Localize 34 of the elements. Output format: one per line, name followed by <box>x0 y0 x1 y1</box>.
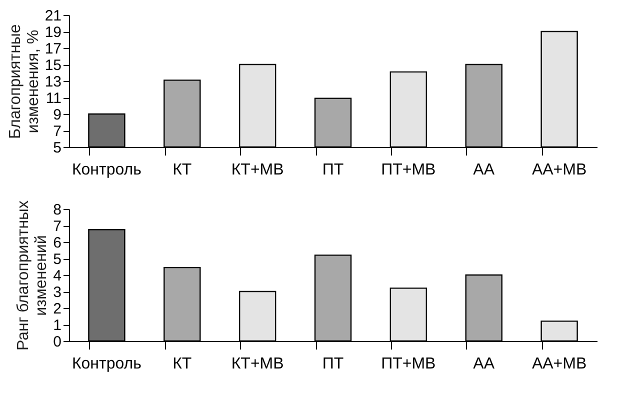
x-tick-label: КТ <box>172 162 192 178</box>
x-tick-label: АА+МВ <box>532 356 587 372</box>
y-tick-label: 5 <box>53 251 62 268</box>
x-tick-label: АА <box>473 356 495 372</box>
y-tick-label: 21 <box>44 8 62 24</box>
x-tick-label: КТ+МВ <box>231 356 284 372</box>
y-tick-label: 7 <box>53 123 62 140</box>
x-tick-label: АА <box>473 162 495 178</box>
y-tick-label: 11 <box>46 90 62 107</box>
x-tick-label: ПТ+МВ <box>381 356 436 372</box>
y-tick-label: 1 <box>53 317 62 334</box>
y-tick-label: 4 <box>53 268 62 284</box>
x-tick-label: КТ <box>172 356 192 372</box>
y-tick-label: 3 <box>53 284 62 301</box>
x-tick-label: ПТ <box>322 162 344 178</box>
y-tick-label: 0 <box>53 334 62 350</box>
y-tick-label: 19 <box>44 24 62 41</box>
y-tick-label: 5 <box>53 140 62 156</box>
x-tick-label: Контроль <box>72 162 142 178</box>
y-tick-label: 7 <box>53 218 62 235</box>
y-tick-label: 9 <box>53 106 62 124</box>
x-tick-label: ПТ <box>322 356 344 372</box>
y-tick-label: 8 <box>53 202 62 218</box>
y-tick-label: 17 <box>44 40 62 58</box>
y-tick-label: 2 <box>53 300 62 318</box>
x-tick-label: КТ+МВ <box>231 162 284 178</box>
y-tick-label: 15 <box>44 57 62 74</box>
x-tick-label: АА+МВ <box>532 162 587 178</box>
x-tick-label: Контроль <box>72 356 142 372</box>
y-tick-label: 13 <box>44 74 62 90</box>
x-tick-label: ПТ+МВ <box>381 162 436 178</box>
y-axis-title: Ранг благоприятных изменений <box>15 200 50 351</box>
y-tick-label: 6 <box>53 234 62 252</box>
y-axis-title: Благоприятные изменения, % <box>6 24 42 139</box>
